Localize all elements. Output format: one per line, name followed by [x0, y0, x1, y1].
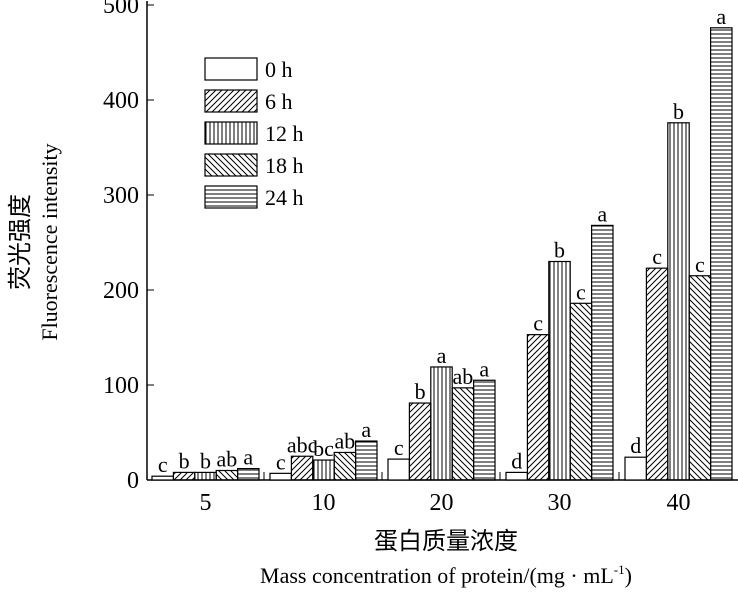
- legend-label: 6 h: [265, 89, 293, 114]
- significance-letter: d: [511, 448, 522, 473]
- significance-letter: b: [415, 379, 426, 404]
- bar-12h-10: [312, 459, 335, 481]
- y-tick-label: 300: [103, 183, 139, 209]
- bar-6h-40: [645, 267, 669, 481]
- significance-letter: a: [361, 417, 371, 442]
- legend-label: 24 h: [265, 185, 304, 210]
- y-tick-label: 0: [127, 468, 139, 494]
- significance-letter: bc: [313, 436, 334, 461]
- legend-swatch: [204, 89, 258, 113]
- significance-letter: b: [200, 448, 211, 473]
- bar-6h-10: [290, 455, 314, 481]
- significance-letter: abc: [287, 432, 318, 457]
- significance-letter: a: [716, 4, 726, 29]
- bar-12h-40: [667, 122, 690, 481]
- significance-letter: c: [652, 244, 662, 269]
- bar-12h-30: [548, 260, 571, 481]
- legend-swatch: [204, 185, 258, 209]
- y-tick-label: 500: [103, 0, 139, 19]
- significance-letter: c: [533, 311, 543, 336]
- significance-letter: a: [243, 445, 253, 470]
- significance-letter: c: [158, 452, 168, 477]
- bar-0h-20: [387, 458, 410, 481]
- y-axis-label-cn: 荧光强度: [7, 194, 34, 290]
- bar-6h-5: [172, 471, 196, 481]
- legend-label: 12 h: [265, 121, 304, 146]
- significance-letter: ab: [217, 447, 238, 472]
- bar-18h-30: [569, 302, 593, 481]
- bar-12h-5: [194, 471, 217, 481]
- significance-letter: a: [597, 201, 607, 226]
- legend-swatch: [204, 121, 258, 145]
- legend-swatch: [204, 153, 258, 177]
- y-tick-label: 400: [103, 88, 139, 114]
- significance-letter: b: [554, 238, 565, 263]
- x-tick-label: 40: [667, 490, 691, 516]
- bar-18h-5: [215, 469, 239, 481]
- bar-18h-10: [333, 451, 357, 481]
- x-axis-label: Mass concentration of protein/(mg · mL-1…: [260, 562, 632, 588]
- legend-label: 0 h: [265, 57, 293, 82]
- x-tick-label: 30: [548, 490, 572, 516]
- significance-letter: c: [394, 435, 404, 460]
- x-tick-label: 20: [430, 490, 454, 516]
- significance-letter: d: [630, 433, 641, 458]
- bar-12h-20: [430, 366, 453, 481]
- x-tick-label: 5: [200, 490, 212, 516]
- significance-letter: b: [179, 448, 190, 473]
- significance-letter: c: [695, 252, 705, 277]
- bar-24h-20: [473, 379, 496, 481]
- bar-6h-30: [526, 334, 550, 481]
- bar-18h-20: [451, 387, 475, 481]
- x-tick-label: 10: [312, 490, 336, 516]
- significance-letter: ab: [335, 428, 356, 453]
- significance-letter: a: [437, 343, 447, 368]
- significance-letter: c: [576, 279, 586, 304]
- significance-letter: b: [673, 99, 684, 124]
- bar-24h-30: [590, 224, 614, 481]
- legend-swatch: [204, 57, 258, 81]
- significance-letter: ab: [453, 364, 474, 389]
- x-axis-label-cn: 蛋白质量浓度: [374, 528, 518, 555]
- bar-6h-20: [408, 402, 432, 481]
- significance-letter: a: [479, 356, 489, 381]
- y-axis-label: Fluorescence intensity: [37, 143, 62, 340]
- significance-letter: c: [276, 449, 286, 474]
- bar-18h-40: [688, 275, 712, 481]
- bar-24h-5: [237, 468, 260, 481]
- bar-0h-30: [505, 471, 528, 481]
- legend-label: 18 h: [265, 153, 304, 178]
- bar-24h-10: [355, 440, 378, 481]
- y-tick-label: 100: [103, 373, 139, 399]
- bar-0h-40: [624, 456, 647, 481]
- bar-24h-40: [709, 27, 733, 481]
- y-tick-label: 200: [103, 278, 139, 304]
